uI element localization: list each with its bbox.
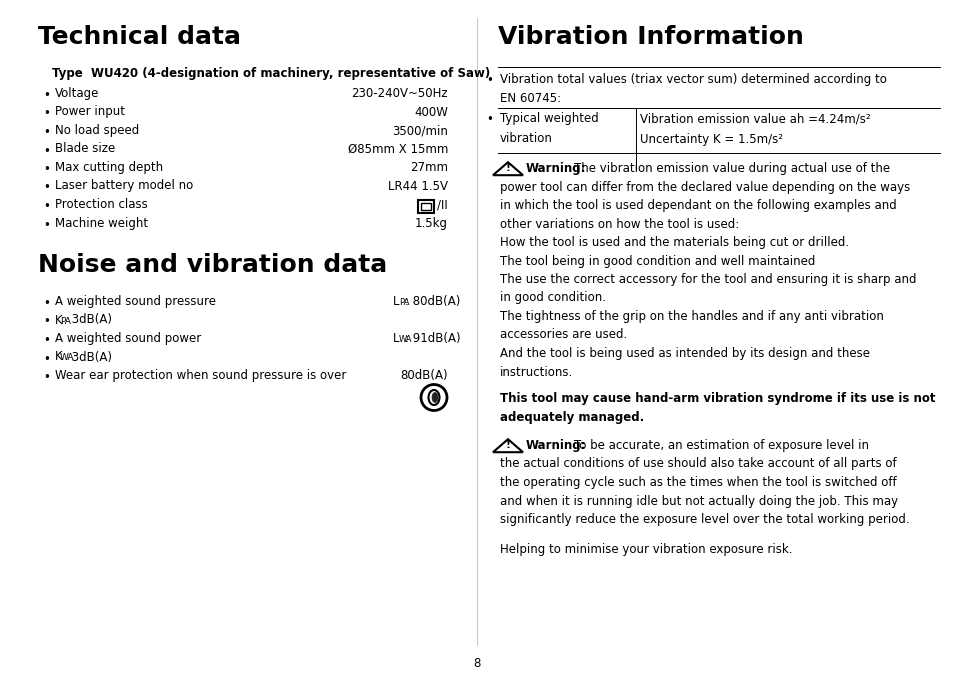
Text: •: • [43,89,50,102]
Text: WA: WA [398,335,412,344]
Bar [420,203,431,210]
Text: Vibration Information: Vibration Information [497,25,803,49]
Text: •: • [43,126,50,139]
Text: K: K [55,314,63,326]
Text: LR44 1.5V: LR44 1.5V [388,180,448,192]
Text: other variations on how the tool is used:: other variations on how the tool is used… [499,217,739,230]
Text: PA: PA [398,298,409,307]
Text: No load speed: No load speed [55,124,139,137]
Text: EN 60745:: EN 60745: [499,92,560,104]
Text: 27mm: 27mm [410,161,448,174]
Text: in good condition.: in good condition. [499,291,605,304]
Text: •: • [43,163,50,176]
Text: To be accurate, an estimation of exposure level in: To be accurate, an estimation of exposur… [574,439,868,452]
Ellipse shape [428,390,439,405]
Text: A weighted sound pressure: A weighted sound pressure [55,295,215,308]
Text: Noise and vibration data: Noise and vibration data [38,253,387,277]
Text: the operating cycle such as the times when the tool is switched off: the operating cycle such as the times wh… [499,476,896,489]
Text: Warning:: Warning: [525,439,586,452]
Text: Voltage: Voltage [55,87,99,100]
Text: : 91dB(A): : 91dB(A) [405,332,460,345]
Text: A weighted sound power: A weighted sound power [55,332,201,345]
Text: 3500/min: 3500/min [392,124,448,137]
Text: !: ! [505,440,510,450]
Text: •: • [43,182,50,194]
Text: WA: WA [60,353,74,363]
Text: The tool being in good condition and well maintained: The tool being in good condition and wel… [499,254,815,267]
Text: adequately managed.: adequately managed. [499,411,643,423]
Text: 3dB(A): 3dB(A) [68,351,112,363]
Text: /II: /II [436,198,447,211]
Text: in which the tool is used dependant on the following examples and: in which the tool is used dependant on t… [499,199,896,212]
Text: Vibration total values (triax vector sum) determined according to: Vibration total values (triax vector sum… [499,73,886,86]
Text: K: K [55,351,63,363]
Text: •: • [43,316,50,328]
Text: Max cutting depth: Max cutting depth [55,161,163,174]
Text: accessories are used.: accessories are used. [499,328,626,341]
Text: And the tool is being used as intended by its design and these: And the tool is being used as intended b… [499,347,869,360]
Text: significantly reduce the exposure level over the total working period.: significantly reduce the exposure level … [499,513,908,526]
Text: Helping to minimise your vibration exposure risk.: Helping to minimise your vibration expos… [499,544,792,557]
Ellipse shape [432,392,437,402]
Text: •: • [43,200,50,213]
Text: 1.5kg: 1.5kg [415,217,448,229]
Text: vibration: vibration [499,133,553,145]
Text: Blade size: Blade size [55,143,115,155]
Text: 80dB(A): 80dB(A) [400,369,448,382]
Text: instructions.: instructions. [499,365,573,378]
Text: The use the correct accessory for the tool and ensuring it is sharp and: The use the correct accessory for the to… [499,273,916,286]
Text: Technical data: Technical data [38,25,241,49]
Text: •: • [485,74,493,87]
Bar [417,200,434,213]
Text: and when it is running idle but not actually doing the job. This may: and when it is running idle but not actu… [499,495,897,507]
Text: !: ! [505,163,510,173]
Text: •: • [485,113,493,126]
Text: •: • [43,145,50,157]
Text: : 80dB(A): : 80dB(A) [405,295,460,308]
Text: The tightness of the grip on the handles and if any anti vibration: The tightness of the grip on the handles… [499,310,882,323]
Text: 3dB(A): 3dB(A) [68,314,112,326]
Text: PA: PA [60,316,71,326]
Text: •: • [43,334,50,347]
Text: 8: 8 [473,657,480,670]
Text: •: • [43,108,50,120]
Text: Type  WU420 (4-designation of machinery, representative of Saw): Type WU420 (4-designation of machinery, … [52,67,490,80]
Text: •: • [43,353,50,365]
Text: •: • [43,219,50,232]
Text: L: L [393,332,399,345]
Text: Laser battery model no: Laser battery model no [55,180,193,192]
Text: Power input: Power input [55,106,125,118]
Text: Ø85mm X 15mm: Ø85mm X 15mm [347,143,448,155]
Text: 230-240V~50Hz: 230-240V~50Hz [351,87,448,100]
Text: How the tool is used and the materials being cut or drilled.: How the tool is used and the materials b… [499,236,848,249]
Text: Protection class: Protection class [55,198,148,211]
Text: the actual conditions of use should also take account of all parts of: the actual conditions of use should also… [499,458,896,470]
Text: Wear ear protection when sound pressure is over: Wear ear protection when sound pressure … [55,369,346,382]
Text: •: • [43,371,50,384]
Text: 400W: 400W [414,106,448,118]
Text: Uncertainty K = 1.5m/s²: Uncertainty K = 1.5m/s² [639,133,782,145]
Text: Typical weighted: Typical weighted [499,112,598,125]
Text: power tool can differ from the declared value depending on the ways: power tool can differ from the declared … [499,180,909,194]
Text: Machine weight: Machine weight [55,217,148,229]
Text: •: • [43,297,50,310]
Text: L: L [393,295,399,308]
Text: This tool may cause hand-arm vibration syndrome if its use is not: This tool may cause hand-arm vibration s… [499,392,935,405]
Text: Vibration emission value ah =4.24m/s²: Vibration emission value ah =4.24m/s² [639,112,870,125]
Text: The vibration emission value during actual use of the: The vibration emission value during actu… [574,162,889,175]
Text: Warning:: Warning: [525,162,586,175]
